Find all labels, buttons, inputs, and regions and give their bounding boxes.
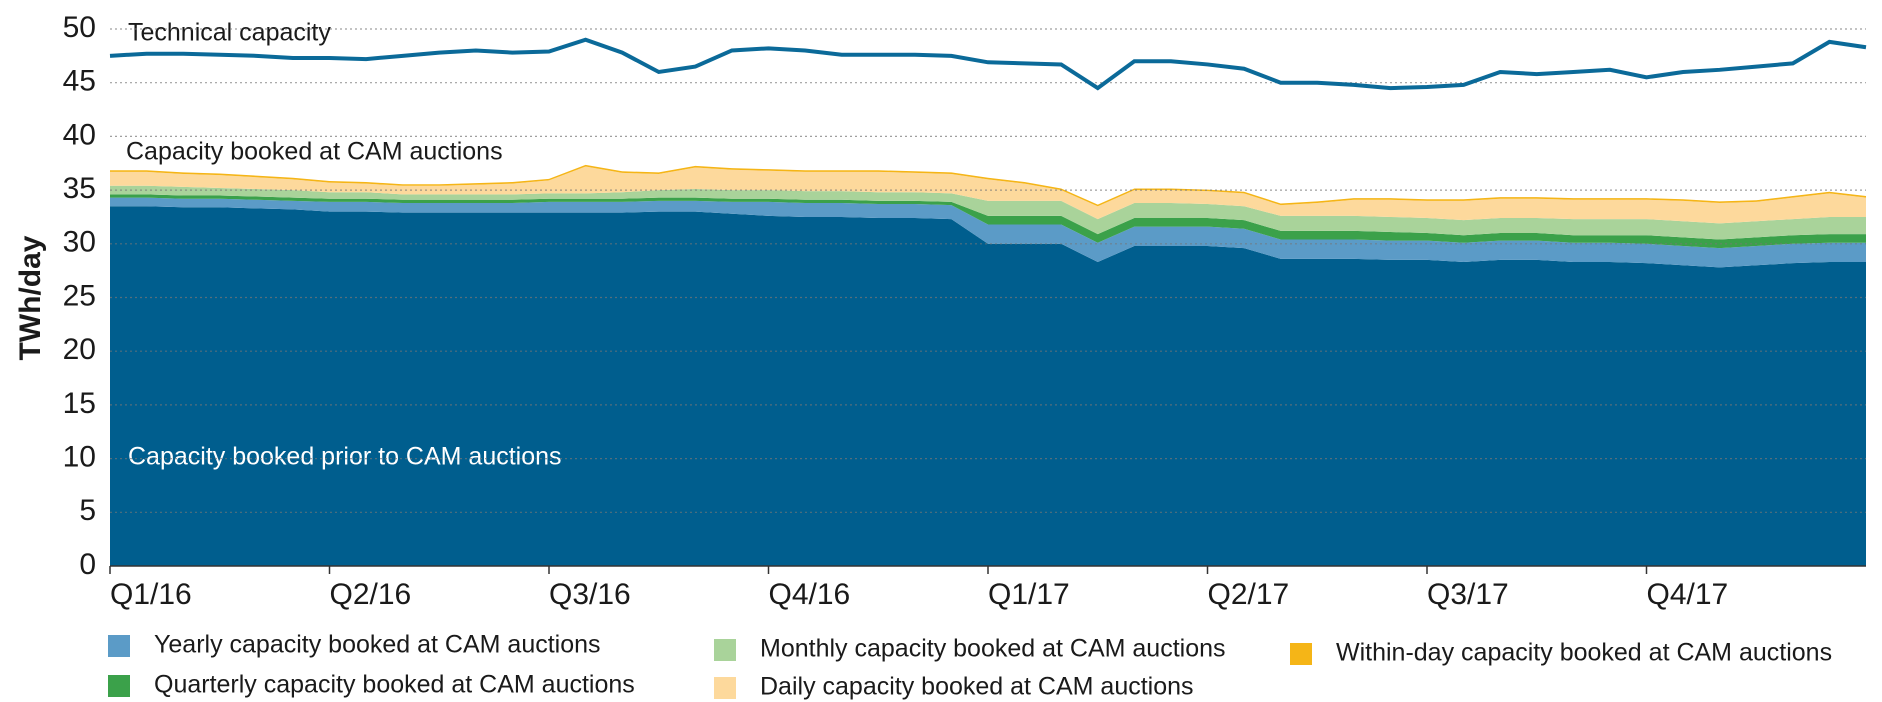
- area: [110, 166, 1866, 224]
- legend-swatch: [714, 639, 736, 661]
- x-tick-label: Q2/16: [330, 578, 412, 611]
- legend-label: Within-day capacity booked at CAM auctio…: [1336, 639, 1832, 667]
- x-tick-label: Q3/16: [549, 578, 631, 611]
- legend-swatch: [108, 635, 130, 657]
- annotation: Capacity booked prior to CAM auctions: [128, 443, 562, 471]
- legend-swatch: [714, 677, 736, 699]
- legend-label: Daily capacity booked at CAM auctions: [760, 673, 1194, 701]
- y-tick-label: 20: [63, 333, 96, 366]
- legend-swatch: [1290, 643, 1312, 665]
- y-tick-label: 35: [63, 172, 96, 205]
- x-tick-label: Q4/16: [769, 578, 851, 611]
- legend-label: Monthly capacity booked at CAM auctions: [760, 635, 1226, 663]
- area: [110, 206, 1866, 566]
- y-tick-label: 25: [63, 279, 96, 312]
- y-tick-label: 5: [79, 494, 96, 527]
- x-tick-label: Q1/16: [110, 578, 192, 611]
- legend-label: Quarterly capacity booked at CAM auction…: [154, 671, 635, 699]
- plot-area: [110, 164, 1866, 566]
- y-axis-label: TWh/day: [14, 235, 47, 360]
- x-tick-label: Q2/17: [1208, 578, 1290, 611]
- legend-label: Yearly capacity booked at CAM auctions: [154, 631, 601, 659]
- y-tick-label: 50: [63, 11, 96, 44]
- legend-swatch: [108, 675, 130, 697]
- y-tick-label: 0: [79, 548, 96, 581]
- area: [110, 185, 1866, 240]
- line: [109, 37, 1867, 91]
- x-tick-label: Q4/17: [1647, 578, 1729, 611]
- area: [110, 197, 1866, 268]
- y-tick-label: 45: [63, 65, 96, 98]
- y-tick-label: 40: [63, 118, 96, 151]
- area: [110, 194, 1866, 249]
- y-tick-label: 10: [63, 441, 96, 474]
- x-tick-label: Q1/17: [988, 578, 1070, 611]
- y-tick-label: 15: [63, 387, 96, 420]
- annotation: Capacity booked at CAM auctions: [126, 138, 503, 166]
- annotation: Technical capacity: [128, 19, 331, 47]
- y-tick-label: 30: [63, 226, 96, 259]
- x-tick-label: Q3/17: [1427, 578, 1509, 611]
